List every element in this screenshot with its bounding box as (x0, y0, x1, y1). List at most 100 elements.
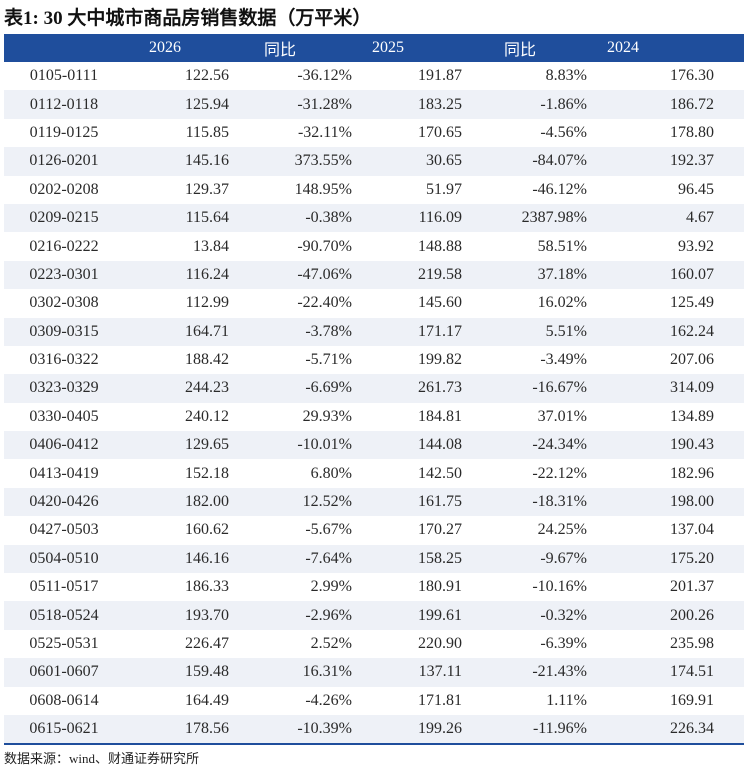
cell-value-2024: 200.26 (670, 606, 714, 624)
cell-yoy-2026: -32.11% (297, 123, 352, 141)
cell-value-2025: 30.65 (426, 152, 462, 170)
table-row: 0608-0614 164.49 -4.26% 171.81 1.11% 169.91 (4, 687, 744, 715)
cell-value-2024: 201.37 (670, 578, 714, 596)
cell-value-2026: 115.64 (185, 209, 229, 227)
table-row: 0427-0503 160.62 -5.67% 170.27 24.25% 137.04 (4, 516, 744, 544)
cell-yoy-2026: 373.55% (294, 152, 352, 170)
header-yoy-2026: 同比 (264, 42, 297, 59)
table-row: 0518-0524 193.70 -2.96% 199.61 -0.32% 200.26 (4, 601, 744, 630)
table-row: 0112-0118 125.94 -31.28% 183.25 -1.86% 186.72 (4, 90, 744, 119)
cell-yoy-2025: -10.16% (532, 578, 587, 596)
cell-period: 0316-0322 (29, 351, 99, 369)
cell-value-2025: 220.90 (418, 635, 462, 652)
cell-value-2026: 188.42 (185, 351, 229, 369)
cell-value-2026: 129.37 (185, 180, 229, 198)
cell-yoy-2026: -4.26% (305, 691, 352, 709)
cell-yoy-2025: -46.12% (532, 180, 587, 198)
source-note: 数据来源：wind、财通证券研究所 (4, 751, 200, 766)
cell-value-2026: 178.56 (185, 720, 229, 738)
table-row: 0202-0208 129.37 148.95% 51.97 -46.12% 96.45 (4, 176, 744, 204)
table-row: 0511-0517 186.33 2.99% 180.91 -10.16% 201.37 (4, 573, 744, 601)
cell-value-2025: 158.25 (418, 549, 462, 567)
cell-yoy-2025: -0.32% (540, 606, 587, 624)
cell-value-2026: 13.84 (193, 237, 229, 255)
cell-yoy-2026: -36.12% (297, 67, 352, 85)
header-2026: 2026 (149, 39, 181, 56)
cell-value-2024: 178.80 (670, 123, 714, 141)
table-row: 0223-0301 116.24 -47.06% 219.58 37.18% 160.07 (4, 260, 744, 290)
cell-value-2025: 191.87 (418, 67, 462, 85)
table-row: 0420-0426 182.00 12.52% 161.75 -18.31% 198.00 (4, 487, 744, 517)
cell-yoy-2025: -9.67% (540, 549, 587, 567)
cell-yoy-2026: -47.06% (297, 265, 352, 283)
cell-value-2026: 115.85 (185, 123, 229, 141)
table-bottom-rule (4, 743, 744, 746)
cell-value-2024: 4.67 (686, 209, 714, 227)
cell-value-2026: 240.12 (185, 407, 229, 425)
cell-value-2025: 199.26 (418, 720, 462, 738)
cell-yoy-2026: -10.39% (297, 720, 352, 738)
table-row: 0216-0222 13.84 -90.70% 148.88 58.51% 93.92 (4, 232, 744, 260)
cell-value-2024: 176.30 (670, 67, 714, 85)
cell-value-2025: 171.17 (418, 322, 462, 340)
cell-period: 0126-0201 (29, 152, 99, 170)
cell-value-2026: 112.99 (185, 294, 229, 312)
cell-value-2026: 125.94 (185, 95, 229, 113)
header-2024: 2024 (607, 39, 639, 56)
cell-yoy-2026: 12.52% (302, 493, 352, 511)
cell-yoy-2026: -90.70% (297, 237, 352, 255)
cell-value-2026: 159.48 (185, 663, 229, 681)
cell-value-2026: 193.70 (185, 606, 229, 624)
cell-period: 0504-0510 (29, 549, 99, 567)
cell-value-2025: 145.60 (418, 294, 462, 312)
cell-period: 0119-0125 (29, 123, 99, 141)
table-row: 0406-0412 129.65 -10.01% 144.08 -24.34% 190.4… (4, 431, 744, 460)
cell-value-2024: 137.04 (670, 521, 714, 539)
cell-period: 0309-0315 (29, 322, 99, 340)
cell-value-2024: 207.06 (670, 351, 714, 369)
cell-yoy-2026: 29.93% (302, 407, 352, 425)
cell-period: 0413-0419 (29, 464, 99, 482)
cell-value-2024: 235.98 (670, 635, 714, 652)
cell-value-2026: 122.56 (185, 67, 229, 85)
cell-yoy-2025: -22.12% (532, 464, 587, 482)
cell-yoy-2026: 16.31% (302, 663, 352, 681)
cell-yoy-2025: -84.07% (532, 152, 587, 170)
cell-value-2025: 261.73 (418, 379, 462, 397)
table-row: 0413-0419 152.18 6.80% 142.50 -22.12% 182.96 (4, 459, 744, 487)
cell-yoy-2025: 1.11% (546, 691, 587, 709)
cell-value-2025: 148.88 (418, 237, 462, 255)
cell-value-2025: 183.25 (418, 95, 462, 113)
cell-yoy-2025: -1.86% (540, 95, 587, 113)
cell-yoy-2026: 148.95% (294, 180, 352, 198)
cell-yoy-2026: -31.28% (297, 95, 352, 113)
cell-period: 0105-0111 (29, 67, 99, 85)
cell-yoy-2025: 16.02% (537, 294, 587, 312)
table-row: 0105-0111 122.56 -36.12% 191.87 8.83% 176.30 (4, 62, 744, 90)
cell-value-2024: 192.37 (670, 152, 714, 170)
cell-period: 0427-0503 (29, 521, 99, 539)
cell-value-2024: 125.49 (670, 294, 714, 312)
cell-period: 0420-0426 (29, 493, 99, 511)
cell-yoy-2026: -5.71% (305, 351, 352, 369)
cell-value-2024: 96.45 (678, 180, 714, 198)
table-row: 0209-0215 115.64 -0.38% 116.09 2387.98% 4.67 (4, 203, 744, 233)
cell-value-2025: 142.50 (418, 464, 462, 482)
cell-value-2026: 116.24 (185, 265, 229, 283)
cell-value-2024: 134.89 (670, 407, 714, 425)
cell-yoy-2026: 2.99% (310, 578, 352, 596)
cell-value-2024: 314.09 (670, 379, 714, 397)
cell-value-2025: 51.97 (426, 180, 462, 198)
table-row: 0126-0201 145.16 373.55% 30.65 -84.07% 192.37 (4, 147, 744, 176)
cell-value-2025: 170.27 (418, 521, 462, 539)
cell-period: 0518-0524 (29, 606, 99, 624)
cell-value-2024: 169.91 (670, 691, 714, 709)
cell-value-2024: 198.00 (670, 493, 714, 511)
table-row: 0601-0607 159.48 16.31% 137.11 -21.43% 174.51 (4, 658, 744, 687)
cell-value-2024: 182.96 (670, 464, 714, 482)
cell-period: 0209-0215 (29, 209, 99, 227)
cell-yoy-2026: -7.64% (305, 549, 352, 567)
cell-value-2024: 226.34 (670, 720, 714, 738)
table-row: 0309-0315 164.71 -3.78% 171.17 5.51% 162.24 (4, 317, 744, 346)
cell-value-2025: 144.08 (418, 436, 462, 454)
